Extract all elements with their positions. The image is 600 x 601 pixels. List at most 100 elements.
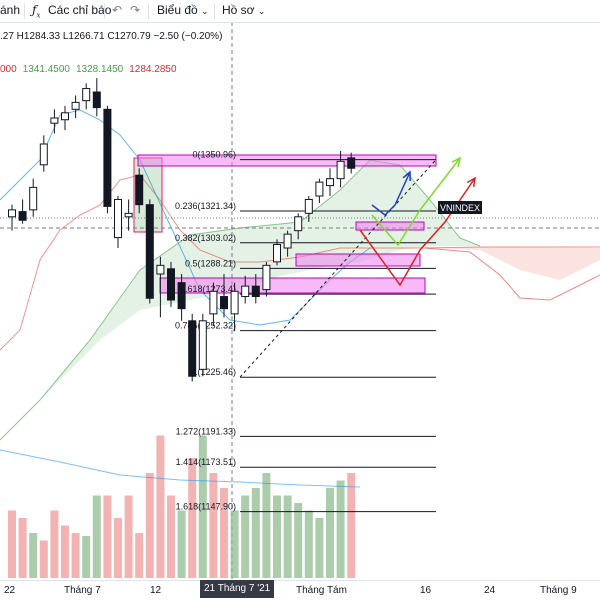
support-zone [295, 253, 421, 267]
indicators-button[interactable]: Các chỉ báo [48, 3, 112, 17]
fib-level-label: 0.236(1321.34) [175, 201, 236, 211]
projection-arrow-blue-head [402, 170, 411, 182]
volume-bar [304, 510, 313, 578]
x-tick-label: 24 [484, 585, 496, 596]
chart-type-label: Biểu đồ [157, 3, 198, 17]
candle-body [156, 264, 165, 275]
candle-body [50, 117, 59, 124]
x-axis [0, 580, 600, 601]
volume-bar [273, 495, 281, 578]
candle-body [8, 209, 16, 218]
price-chart[interactable]: 0(1350.96) 0.236(1321.34) 0.382(1303.02) 0.… [0, 0, 600, 580]
resistance-zone [137, 154, 437, 167]
candle-body [103, 108, 112, 207]
candle-body [177, 282, 186, 310]
x-tick-label: 16 [420, 585, 432, 596]
candle-body [347, 157, 356, 169]
chevron-down-icon: ⌄ [257, 6, 266, 16]
volume-bar [336, 480, 345, 578]
volume-bar [29, 533, 38, 578]
volume-bar [103, 495, 112, 578]
fib-level-label: 0.382(1303.02) [175, 233, 236, 243]
volume-bar [167, 495, 175, 578]
candle-body [167, 268, 175, 301]
toolbar-divider [104, 3, 105, 19]
candle-body [188, 320, 197, 377]
toolbar-divider [24, 3, 25, 19]
projection-arrow-red-head [466, 176, 476, 188]
volume-bar [209, 473, 218, 578]
candle-body [135, 174, 144, 206]
fib-trendline [239, 159, 437, 378]
x-tick-label: Tháng 7 [64, 585, 101, 596]
fx-icon[interactable]: ƒx [32, 3, 41, 20]
profile-label: Hồ sơ [222, 3, 255, 17]
volume-bar [315, 518, 324, 578]
candle-body [61, 112, 69, 121]
projection-arrow-green-head [451, 156, 462, 167]
toolbar-left-label[interactable]: ánh [0, 3, 21, 17]
ichimoku-value: 1284.2850 [129, 64, 177, 75]
volume-ma-line [0, 449, 361, 488]
candle-body [82, 88, 91, 102]
projection-arrow-blue [371, 171, 411, 216]
candle-body [326, 178, 334, 187]
volume-bar [347, 473, 356, 578]
toolbar-divider [148, 3, 149, 19]
candle-body [124, 212, 133, 218]
volume-bar [61, 525, 69, 578]
ichimoku-value: 000 [0, 64, 17, 75]
candle-body [92, 91, 101, 109]
chart-type-button[interactable]: Biểu đồ ⌄ [157, 3, 209, 17]
profile-button[interactable]: Hồ sơ ⌄ [222, 3, 265, 17]
volume-bar [39, 540, 48, 578]
ichimoku-cloud-green [0, 160, 480, 440]
volume-bar [18, 518, 27, 578]
fib-level-label: 1.272(1191.33) [176, 426, 236, 436]
candle-body [230, 290, 239, 315]
resistance-zone-near [355, 221, 425, 231]
candle-body [262, 264, 271, 291]
x-tick-label: Tháng Tám [296, 585, 347, 596]
volume-bar [251, 488, 260, 578]
kijun-line [0, 174, 600, 351]
volume-bar [177, 510, 186, 578]
volume-bar [8, 510, 16, 578]
volume-bar [50, 510, 59, 578]
candle-body [114, 198, 122, 239]
candle-body [29, 186, 38, 211]
ohlc-readout: .27 H1284.33 L1266.71 C1270.79 −2.50 (−0… [0, 31, 223, 42]
candle-body [71, 101, 80, 110]
ichimoku-value: 1328.1450 [75, 64, 124, 75]
senkou-span-b [424, 247, 600, 301]
volume-bar [188, 458, 197, 578]
symbol-badge: VNINDEX [440, 203, 480, 213]
candle-body [198, 320, 207, 370]
volume-bar [92, 495, 101, 578]
symbol-badge-bg [438, 201, 482, 214]
undo-icon[interactable]: ↶ [112, 3, 123, 17]
volume-bar [82, 536, 91, 578]
volume-bar [145, 473, 154, 578]
candle-body [304, 198, 313, 214]
fib-level-label: 0.5(1288.21) [185, 258, 236, 268]
crosshair-date-label: 21 Tháng 7 '21 [200, 580, 275, 598]
volume-bar [230, 510, 239, 578]
candle-body [220, 296, 228, 310]
candle-body [251, 285, 260, 298]
volume-bar [124, 495, 133, 578]
volume-bar [71, 533, 80, 578]
candle-body [283, 233, 292, 249]
x-tick-label: 12 [150, 585, 162, 596]
fib-level-label: 1.414(1173.51) [176, 457, 236, 467]
x-tick-label: 22 [4, 585, 16, 596]
volume-bar [220, 488, 228, 578]
volume-bar [241, 495, 250, 578]
volume-bar [198, 435, 207, 578]
volume-bar [294, 503, 303, 578]
volume-bar [283, 495, 292, 578]
redo-icon[interactable]: ↷ [130, 3, 141, 17]
ichimoku-cloud-red [425, 247, 600, 280]
candle-body [294, 216, 303, 232]
fib-level-label: 0(1350.96) [192, 150, 236, 160]
